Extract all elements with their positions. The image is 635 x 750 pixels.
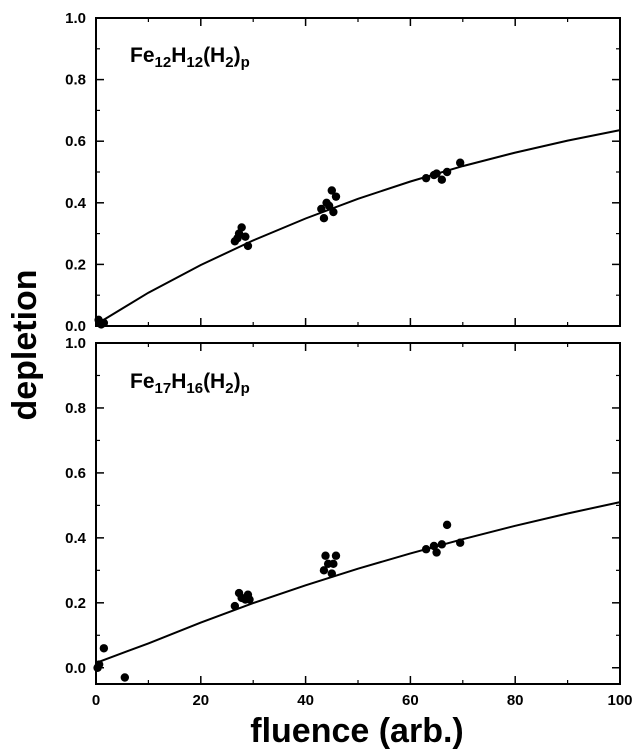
- x-tick-label: 100: [607, 692, 632, 709]
- panel-label-text: H: [171, 44, 186, 67]
- x-tick-label: 20: [192, 692, 209, 709]
- fit-curve: [95, 129, 621, 326]
- panel-label-text: (H: [203, 370, 225, 393]
- x-tick-label: 60: [402, 692, 419, 709]
- panel-label-subscript: 12: [186, 54, 203, 71]
- x-tick-label: 40: [297, 692, 314, 709]
- data-point: [455, 538, 465, 547]
- data-point: [437, 175, 447, 184]
- panel-label-text: Fe: [130, 44, 155, 67]
- data-point: [432, 548, 441, 557]
- data-point: [233, 234, 242, 243]
- data-point: [94, 660, 104, 669]
- data-point: [237, 223, 246, 232]
- fit-curve: [95, 501, 621, 664]
- data-point: [455, 158, 465, 167]
- chart-panel-2: 0 20 40 60 80 100 0.0 0.2 0.4 0.6 0.8 1.0 Fe17H16(H2…: [65, 335, 632, 709]
- data-point: [421, 173, 431, 183]
- data-point: [442, 167, 452, 177]
- y-tick-label: 1.0: [65, 335, 86, 352]
- panel-label-text: Fe: [130, 370, 155, 393]
- data-point: [331, 551, 341, 560]
- panel-label-text: (H: [203, 44, 225, 67]
- panel-label-subscript: 12: [155, 54, 172, 71]
- y-tick-label: 0.0: [65, 318, 86, 335]
- data-point: [329, 559, 338, 569]
- panel-label: Fe17H16(H2)p: [130, 370, 250, 397]
- x-axis-title: fluence (arb.): [250, 712, 463, 750]
- data-point: [243, 241, 253, 251]
- y-tick-label: 0.2: [65, 256, 86, 273]
- y-tick-label: 0.2: [65, 595, 86, 612]
- y-tick-label: 1.0: [65, 10, 86, 27]
- panel-label-text: ): [234, 370, 241, 393]
- data-point: [245, 595, 254, 604]
- panel-label-subscript: 2: [225, 380, 233, 397]
- x-tick-label: 0: [92, 692, 100, 709]
- data-point: [324, 201, 334, 211]
- data-point: [429, 541, 439, 551]
- data-point: [432, 169, 441, 178]
- panel-label-subscript: p: [241, 380, 250, 397]
- data-point: [329, 207, 338, 217]
- y-tick-label: 0.6: [65, 133, 86, 150]
- panel-label-subscript: 2: [225, 54, 233, 71]
- data-point: [120, 673, 130, 682]
- y-tick-label: 0.4: [65, 530, 87, 547]
- panel-label-text: ): [234, 44, 241, 67]
- data-point: [99, 644, 109, 653]
- data-point: [99, 318, 109, 328]
- panel-label-subscript: 17: [155, 380, 172, 397]
- data-point: [317, 204, 326, 214]
- data-point: [421, 545, 431, 554]
- panel-label-subscript: p: [241, 54, 250, 71]
- data-point: [230, 601, 240, 611]
- x-tick-label: 80: [507, 692, 524, 709]
- y-tick-label: 0.0: [65, 660, 86, 677]
- y-tick-label: 0.4: [65, 195, 87, 212]
- y-tick-label: 0.6: [65, 465, 86, 482]
- data-point: [437, 540, 447, 549]
- panel-label-subscript: 16: [186, 380, 203, 397]
- data-point: [331, 192, 341, 201]
- y-tick-label: 0.8: [65, 400, 86, 417]
- data-point: [241, 232, 250, 241]
- data-point: [327, 569, 336, 578]
- data-point: [327, 186, 336, 195]
- y-tick-label: 0.8: [65, 72, 86, 89]
- panel-label-text: H: [171, 370, 186, 393]
- data-point: [321, 551, 330, 560]
- data-point: [319, 214, 329, 223]
- data-point: [442, 520, 452, 530]
- panel-label: Fe12H12(H2)p: [130, 44, 250, 71]
- y-axis-title: depletion: [6, 269, 44, 420]
- data-point: [319, 566, 329, 575]
